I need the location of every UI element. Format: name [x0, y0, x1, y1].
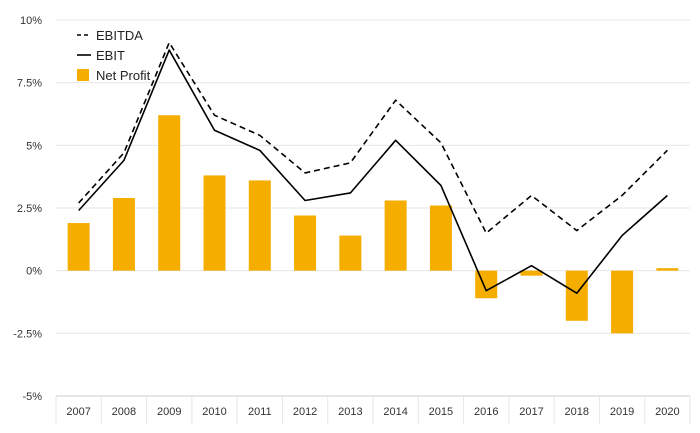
- net-profit-bar: [67, 223, 90, 271]
- series-lines: [78, 41, 668, 295]
- y-tick-label: 7.5%: [17, 78, 42, 90]
- y-tick-label: 10%: [20, 15, 42, 27]
- legend-label: EBIT: [96, 48, 125, 63]
- net-profit-bar: [384, 200, 407, 271]
- net-profit-bar: [203, 175, 226, 271]
- x-tick-label: 2009: [157, 406, 181, 418]
- x-tick-label: 2013: [338, 406, 362, 418]
- y-tick-label: 2.5%: [17, 203, 42, 215]
- gridlines: [56, 19, 690, 397]
- net-profit-bar: [429, 205, 452, 271]
- x-tick-label: 2012: [293, 406, 317, 418]
- ebitda-line: [78, 41, 668, 234]
- net-profit-bar: [565, 270, 588, 321]
- x-tick-label: 2016: [474, 406, 498, 418]
- x-tick-label: 2011: [248, 406, 272, 418]
- x-tick-label: 2014: [383, 406, 407, 418]
- x-tick-label: 2018: [565, 406, 589, 418]
- legend-swatch-net-profit: [77, 69, 89, 81]
- net-profit-bar: [520, 270, 543, 276]
- y-axis: 10% 7.5% 5% 2.5% 0% -2.5% -5%: [13, 15, 42, 403]
- x-axis: 2007 2008 2009 2010 2011 2012 2013 2014 2015 2016…: [55, 395, 691, 424]
- net-profit-bar: [339, 235, 362, 271]
- x-tick-label: 2010: [202, 406, 226, 418]
- legend-label: Net Profit: [96, 68, 151, 83]
- legend: EBITDA EBIT Net Profit: [77, 28, 151, 83]
- y-tick-label: 0%: [26, 266, 42, 278]
- net-profit-bar: [656, 268, 679, 271]
- legend-label: EBITDA: [96, 28, 143, 43]
- x-tick-label: 2020: [655, 406, 679, 418]
- ebit-line: [78, 49, 668, 295]
- net-profit-bar: [248, 180, 271, 271]
- net-profit-bar: [112, 197, 135, 271]
- x-tick-label: 2017: [519, 406, 543, 418]
- y-tick-label: 5%: [26, 140, 42, 152]
- y-tick-label: -5%: [22, 391, 42, 403]
- net-profit-bar: [158, 115, 181, 271]
- net-profit-bar: [611, 270, 634, 334]
- y-tick-label: -2.5%: [13, 328, 42, 340]
- x-tick-label: 2015: [429, 406, 453, 418]
- net-profit-bar: [294, 215, 317, 271]
- x-tick-label: 2007: [66, 406, 90, 418]
- net-profit-bars: [67, 115, 679, 334]
- x-tick-label: 2019: [610, 406, 634, 418]
- x-tick-label: 2008: [112, 406, 136, 418]
